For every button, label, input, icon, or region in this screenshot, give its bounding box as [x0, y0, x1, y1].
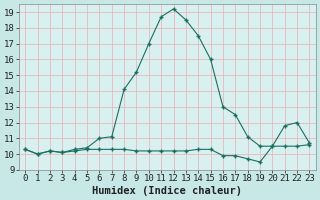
X-axis label: Humidex (Indice chaleur): Humidex (Indice chaleur) [92, 186, 242, 196]
